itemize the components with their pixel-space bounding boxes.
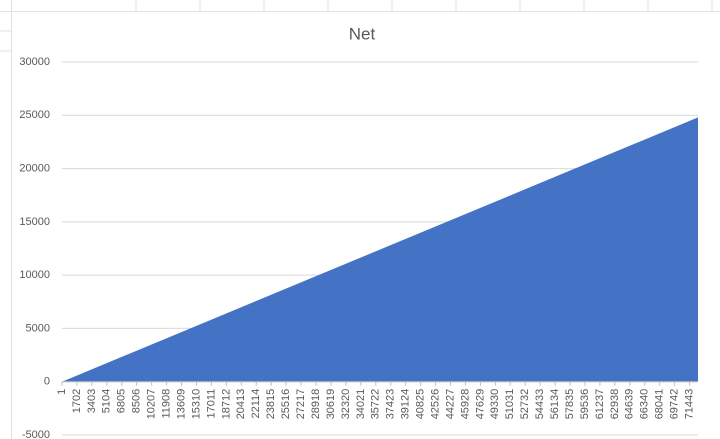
x-tick-label: 32320	[340, 389, 352, 420]
y-tick-label: 30000	[19, 56, 50, 68]
x-tick-label: 45928	[459, 389, 471, 420]
x-tick-label: 66340	[639, 389, 651, 420]
x-tick-label: 40825	[415, 389, 427, 420]
x-tick-label: 69742	[669, 389, 681, 420]
x-tick-label: 64639	[624, 389, 636, 420]
x-tick-label: 20413	[235, 389, 247, 420]
x-tick-label: 5104	[101, 389, 113, 413]
x-tick-label: 49330	[489, 389, 501, 420]
x-tick-label: 28918	[310, 389, 322, 420]
y-tick-label: 20000	[19, 162, 50, 174]
y-tick-label: -5000	[22, 429, 50, 439]
y-tick-label: 5000	[26, 322, 50, 334]
x-tick-label: 54433	[534, 389, 546, 420]
x-tick-label: 44227	[444, 389, 456, 420]
x-tick-label: 3403	[86, 389, 98, 413]
x-tick-label: 62938	[609, 389, 621, 420]
y-tick-label: 10000	[19, 269, 50, 281]
x-tick-label: 13609	[175, 389, 187, 420]
x-tick-label: 25516	[280, 389, 292, 420]
x-tick-label: 27217	[295, 389, 307, 420]
x-tick-label: 22114	[250, 389, 262, 419]
x-tick-label: 18712	[220, 389, 232, 420]
x-tick-label: 8506	[131, 389, 143, 413]
x-tick-label: 51031	[504, 389, 516, 420]
x-tick-label: 61237	[594, 389, 606, 420]
x-tick-label: 35722	[370, 389, 382, 420]
x-tick-label: 34021	[355, 389, 367, 420]
chart-title: Net	[349, 24, 376, 43]
x-tick-label: 42526	[429, 389, 441, 420]
x-tick-label: 68041	[654, 389, 666, 420]
x-tick-label: 11908	[161, 389, 173, 419]
area	[62, 117, 698, 382]
x-tick-label: 52732	[519, 389, 531, 420]
x-tick-label: 17011	[205, 389, 217, 419]
x-tick-label: 71443	[683, 389, 695, 420]
y-tick-label: 25000	[19, 109, 50, 121]
x-tick-label: 10207	[146, 389, 158, 420]
x-tick-label: 1	[56, 389, 68, 395]
x-tick-label: 59536	[579, 389, 591, 420]
x-tick-label: 1702	[71, 389, 83, 413]
x-tick-label: 47629	[474, 389, 486, 420]
x-tick-label: 30619	[325, 389, 337, 420]
x-tick-label: 6805	[116, 389, 128, 413]
x-tick-label: 37423	[385, 389, 397, 420]
x-tick-label: 56134	[549, 389, 561, 420]
x-tick-label: 15310	[190, 389, 202, 420]
x-tick-label: 23815	[265, 389, 277, 420]
y-tick-label: 15000	[19, 216, 50, 228]
y-tick-label: 0	[44, 376, 50, 388]
x-tick-label: 57835	[564, 389, 576, 420]
x-tick-label: 39124	[400, 389, 412, 420]
